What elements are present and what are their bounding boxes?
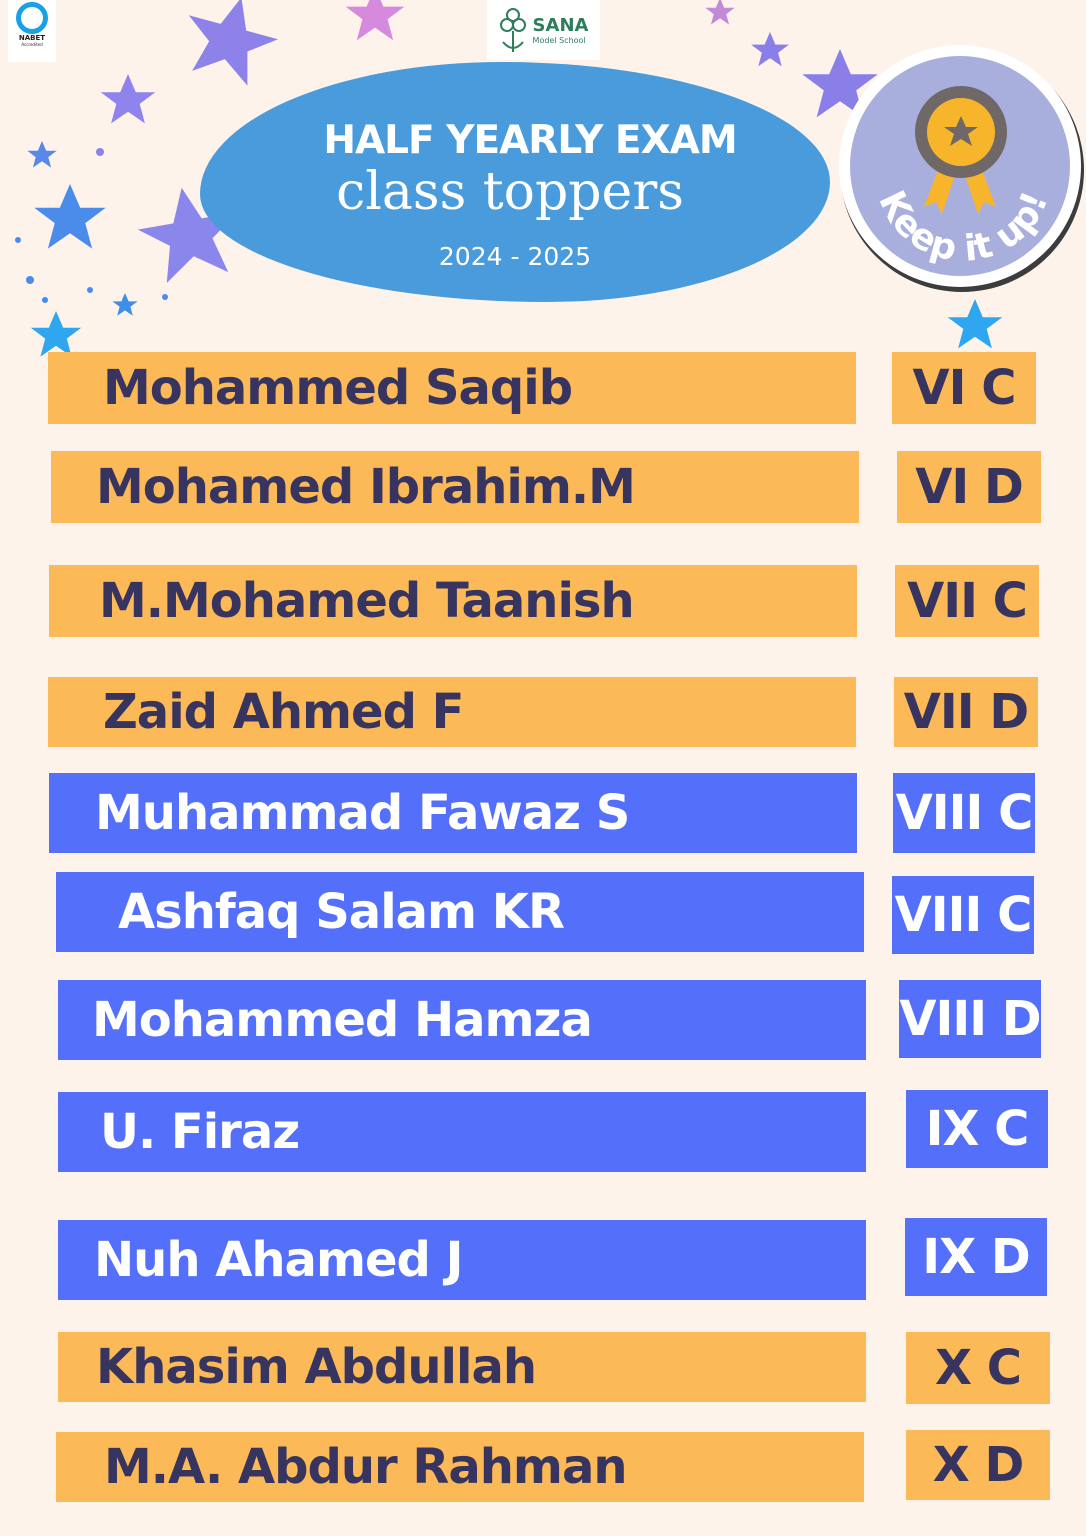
star-icon bbox=[345, 0, 405, 41]
topper-class: IX D bbox=[905, 1218, 1047, 1296]
topper-class: VIII C bbox=[892, 876, 1034, 954]
school-name: SANA bbox=[532, 15, 589, 36]
nabet-text: NABET bbox=[18, 34, 46, 42]
school-subtitle: Model School bbox=[532, 36, 586, 45]
keep-it-up-badge: Keep it up! bbox=[839, 45, 1084, 292]
topper-class: VIII C bbox=[893, 773, 1035, 853]
school-logo: SANA Model School bbox=[487, 0, 600, 60]
topper-name: Khasim Abdullah bbox=[58, 1332, 866, 1402]
topper-name: Zaid Ahmed F bbox=[48, 677, 856, 747]
topper-name: Mohamed Ibrahim.M bbox=[51, 451, 859, 523]
star-icon bbox=[705, 0, 735, 25]
star-icon bbox=[751, 32, 789, 67]
flower-logo-icon bbox=[499, 8, 526, 52]
topper-name: M.Mohamed Taanish bbox=[49, 565, 857, 637]
topper-name: U. Firaz bbox=[58, 1092, 866, 1172]
topper-class: VII D bbox=[894, 677, 1038, 747]
topper-name: Ashfaq Salam KR bbox=[56, 872, 864, 952]
academic-year: 2024 - 2025 bbox=[438, 242, 592, 271]
star-icon bbox=[34, 184, 106, 249]
topper-class: VII C bbox=[895, 565, 1039, 637]
star-icon bbox=[947, 299, 1003, 349]
star-icon bbox=[112, 293, 138, 316]
topper-class: X C bbox=[906, 1332, 1050, 1404]
topper-name: Mohammed Saqib bbox=[48, 352, 856, 424]
header-title: HALF YEARLY EXAM bbox=[323, 118, 737, 163]
topper-name: Muhammad Fawaz S bbox=[49, 773, 857, 853]
topper-class: VI C bbox=[892, 352, 1036, 424]
star-icon bbox=[100, 74, 156, 124]
topper-class: IX C bbox=[906, 1090, 1048, 1168]
header-cloud bbox=[200, 62, 830, 302]
star-icon bbox=[27, 141, 57, 168]
star-icon bbox=[175, 0, 287, 91]
medal-icon bbox=[915, 86, 1007, 214]
nabet-subtext: Accredited bbox=[21, 42, 43, 47]
topper-class: VI D bbox=[897, 451, 1041, 523]
topper-name: M.A. Abdur Rahman bbox=[56, 1432, 864, 1502]
topper-class: VIII D bbox=[899, 980, 1042, 1058]
stars-decoration bbox=[15, 0, 1003, 357]
topper-name: Nuh Ahamed J bbox=[58, 1220, 866, 1300]
star-icon bbox=[30, 311, 82, 357]
topper-name: Mohammed Hamza bbox=[58, 980, 866, 1060]
header-subtitle: class toppers bbox=[336, 162, 684, 222]
topper-class: X D bbox=[906, 1430, 1050, 1500]
nabet-emblem-icon bbox=[16, 2, 48, 34]
nabet-logo: NABET Accredited bbox=[8, 0, 56, 62]
